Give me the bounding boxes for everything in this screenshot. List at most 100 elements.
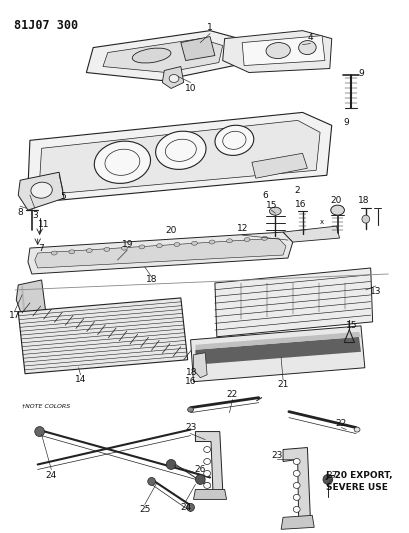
Text: 11: 11 <box>38 220 49 229</box>
Ellipse shape <box>86 248 92 253</box>
Polygon shape <box>28 232 293 274</box>
Text: 22: 22 <box>336 419 347 428</box>
Ellipse shape <box>31 182 52 198</box>
Ellipse shape <box>69 250 75 254</box>
Text: 13: 13 <box>370 287 381 296</box>
Polygon shape <box>193 353 207 378</box>
Ellipse shape <box>293 482 300 488</box>
Ellipse shape <box>52 251 57 255</box>
Polygon shape <box>281 515 314 529</box>
Ellipse shape <box>215 125 254 156</box>
Ellipse shape <box>132 48 171 63</box>
Polygon shape <box>196 332 361 350</box>
Polygon shape <box>18 298 188 374</box>
Circle shape <box>35 426 45 437</box>
Text: 18: 18 <box>146 276 157 285</box>
Text: 81J07 300: 81J07 300 <box>14 19 79 31</box>
Text: 24: 24 <box>46 471 57 480</box>
Polygon shape <box>193 489 227 499</box>
Polygon shape <box>35 238 286 268</box>
Circle shape <box>148 478 155 486</box>
Text: 22: 22 <box>227 390 238 399</box>
Ellipse shape <box>270 207 281 215</box>
Ellipse shape <box>262 236 267 240</box>
Polygon shape <box>40 120 320 193</box>
Ellipse shape <box>331 205 344 215</box>
Polygon shape <box>191 326 365 382</box>
Ellipse shape <box>354 427 360 432</box>
Ellipse shape <box>293 506 300 512</box>
Text: 4: 4 <box>308 33 313 42</box>
Text: 27: 27 <box>326 471 337 480</box>
Ellipse shape <box>204 447 211 453</box>
Text: 7: 7 <box>39 244 45 253</box>
Polygon shape <box>283 226 339 242</box>
Ellipse shape <box>244 238 250 241</box>
Ellipse shape <box>293 458 300 464</box>
Text: †NOTE COLORS: †NOTE COLORS <box>22 403 70 409</box>
Ellipse shape <box>266 43 290 59</box>
Text: 23: 23 <box>272 451 283 460</box>
Text: 9: 9 <box>344 118 349 127</box>
Ellipse shape <box>139 245 145 249</box>
Ellipse shape <box>293 495 300 500</box>
Text: 26: 26 <box>195 465 206 474</box>
Polygon shape <box>196 432 222 491</box>
Text: 15: 15 <box>265 200 277 209</box>
Text: 16: 16 <box>185 377 196 386</box>
Text: 17: 17 <box>9 311 20 320</box>
Text: x: x <box>320 219 324 225</box>
Polygon shape <box>18 172 64 210</box>
Text: 1: 1 <box>207 23 213 32</box>
Text: 14: 14 <box>75 375 86 384</box>
Ellipse shape <box>188 407 193 412</box>
Ellipse shape <box>157 244 162 248</box>
Circle shape <box>187 503 194 511</box>
Text: 20: 20 <box>165 225 177 235</box>
Ellipse shape <box>362 215 370 223</box>
Ellipse shape <box>155 131 206 169</box>
Ellipse shape <box>209 240 215 244</box>
Ellipse shape <box>293 471 300 477</box>
Polygon shape <box>222 30 332 72</box>
Text: 23: 23 <box>185 423 196 432</box>
Text: 16: 16 <box>295 200 306 208</box>
Ellipse shape <box>299 41 316 54</box>
Text: 2: 2 <box>294 185 299 195</box>
Circle shape <box>166 459 176 470</box>
Ellipse shape <box>191 241 198 245</box>
Ellipse shape <box>169 75 179 83</box>
Ellipse shape <box>204 471 211 477</box>
Text: 5: 5 <box>60 192 66 201</box>
Polygon shape <box>16 280 45 316</box>
Text: J‒20 EXPORT,
SEVERE USE: J‒20 EXPORT, SEVERE USE <box>326 472 393 492</box>
Polygon shape <box>162 67 184 88</box>
Polygon shape <box>181 37 215 61</box>
Ellipse shape <box>174 243 180 246</box>
Text: 20: 20 <box>330 196 342 205</box>
Polygon shape <box>283 448 310 519</box>
Text: 10: 10 <box>185 84 196 93</box>
Ellipse shape <box>121 246 127 250</box>
Polygon shape <box>103 38 222 72</box>
Text: 15: 15 <box>346 321 357 330</box>
Text: 8: 8 <box>17 208 23 216</box>
Polygon shape <box>196 337 361 365</box>
Polygon shape <box>28 112 332 200</box>
Text: 12: 12 <box>236 224 248 232</box>
Ellipse shape <box>94 141 151 183</box>
Polygon shape <box>86 30 239 80</box>
Text: 3: 3 <box>32 211 38 220</box>
Ellipse shape <box>204 458 211 464</box>
Text: 18: 18 <box>186 368 197 377</box>
Polygon shape <box>252 154 308 178</box>
Text: 24: 24 <box>180 503 191 512</box>
Polygon shape <box>215 268 373 337</box>
Text: 21: 21 <box>277 380 289 389</box>
Text: 19: 19 <box>121 239 133 248</box>
Text: 6: 6 <box>263 191 268 200</box>
Circle shape <box>196 474 205 484</box>
Text: 18: 18 <box>358 196 370 205</box>
Ellipse shape <box>104 247 110 252</box>
Text: 9: 9 <box>358 69 364 78</box>
